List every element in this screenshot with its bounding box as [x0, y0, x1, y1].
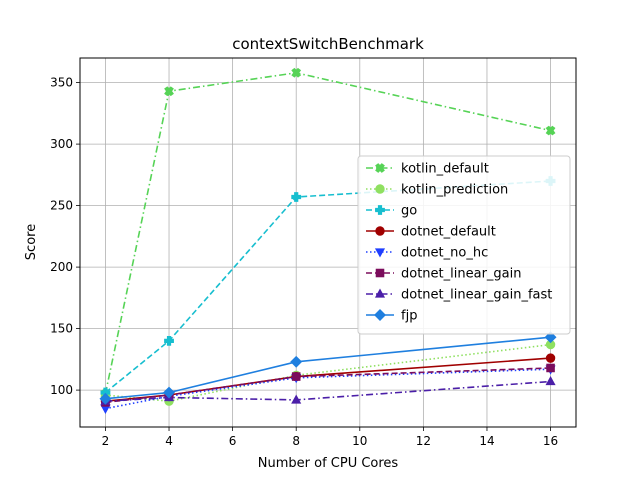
- x-tick-label: 14: [479, 434, 494, 448]
- series-kotlin_default: [100, 67, 556, 399]
- x-tick-label: 4: [165, 434, 173, 448]
- ticks: 2 4 6 8 10 12 14 16 100 150 200 250 300 350: [50, 76, 558, 448]
- data-point-marker: [374, 288, 386, 298]
- legend-label: dotnet_default: [401, 225, 496, 240]
- legend-entry: fjp: [366, 309, 417, 324]
- series-line: [105, 380, 551, 402]
- y-tick-label: 250: [50, 199, 73, 213]
- data-point-marker: [375, 205, 385, 215]
- data-point-marker: [374, 248, 386, 258]
- legend-entry: dotnet_linear_gain: [366, 267, 521, 282]
- x-tick-label: 12: [416, 434, 431, 448]
- data-point-marker: [163, 386, 175, 399]
- x-tick-label: 8: [292, 434, 300, 448]
- legend-label: fjp: [401, 309, 417, 324]
- legend-label: kotlin_prediction: [401, 183, 508, 198]
- y-tick-label: 150: [50, 322, 73, 336]
- y-tick-label: 350: [50, 76, 73, 90]
- legend-entry: dotnet_no_hc: [366, 246, 488, 261]
- x-tick-label: 10: [352, 434, 367, 448]
- legend-label: dotnet_linear_gain: [401, 267, 521, 282]
- data-point-marker: [375, 268, 385, 278]
- data-point-marker: [291, 67, 302, 78]
- y-tick-label: 200: [50, 260, 73, 274]
- legend-label: kotlin_default: [401, 162, 489, 177]
- data-point-marker: [164, 335, 174, 346]
- data-point-marker: [99, 392, 112, 405]
- data-point-marker: [544, 331, 557, 344]
- legend-box: [357, 155, 571, 335]
- y-tick-label: 300: [50, 137, 73, 151]
- legend-label: go: [401, 204, 417, 219]
- data-point-marker: [291, 394, 302, 404]
- legend-entry: kotlin_prediction: [366, 183, 508, 198]
- data-point-marker: [546, 363, 555, 373]
- y-axis-label: Score: [24, 224, 39, 260]
- legend-label: dotnet_no_hc: [401, 246, 488, 261]
- series-line: [105, 368, 551, 410]
- data-point-marker: [545, 125, 556, 136]
- data-point-marker: [375, 226, 385, 236]
- plot-frame: [79, 57, 577, 428]
- data-point-marker: [164, 86, 174, 97]
- legend-entry: dotnet_default: [366, 225, 496, 240]
- data-point-marker: [374, 309, 386, 321]
- series-layer: [99, 67, 557, 414]
- legend-entry: go: [366, 204, 417, 219]
- y-tick-label: 100: [50, 383, 73, 397]
- data-point-marker: [545, 376, 556, 386]
- data-point-marker: [545, 353, 556, 363]
- series-line: [104, 72, 551, 394]
- series-fjp: [99, 331, 557, 405]
- series-line: [105, 336, 551, 400]
- data-point-marker: [291, 372, 301, 381]
- legend-label: dotnet_linear_gain_fast: [401, 288, 552, 303]
- chart-title: contextSwitchBenchmark: [232, 35, 424, 53]
- legend-entry: dotnet_linear_gain_fast: [366, 288, 552, 303]
- x-axis-label: Number of CPU Cores: [258, 456, 399, 471]
- x-tick-label: 16: [543, 434, 558, 448]
- data-point-marker: [290, 355, 303, 368]
- data-point-marker: [375, 184, 385, 194]
- series-line: [105, 343, 551, 403]
- data-point-marker: [375, 163, 385, 173]
- data-point-marker: [291, 192, 302, 202]
- x-tick-label: 6: [229, 434, 237, 448]
- x-tick-label: 2: [102, 434, 110, 448]
- legend-entry: kotlin_default: [366, 162, 489, 177]
